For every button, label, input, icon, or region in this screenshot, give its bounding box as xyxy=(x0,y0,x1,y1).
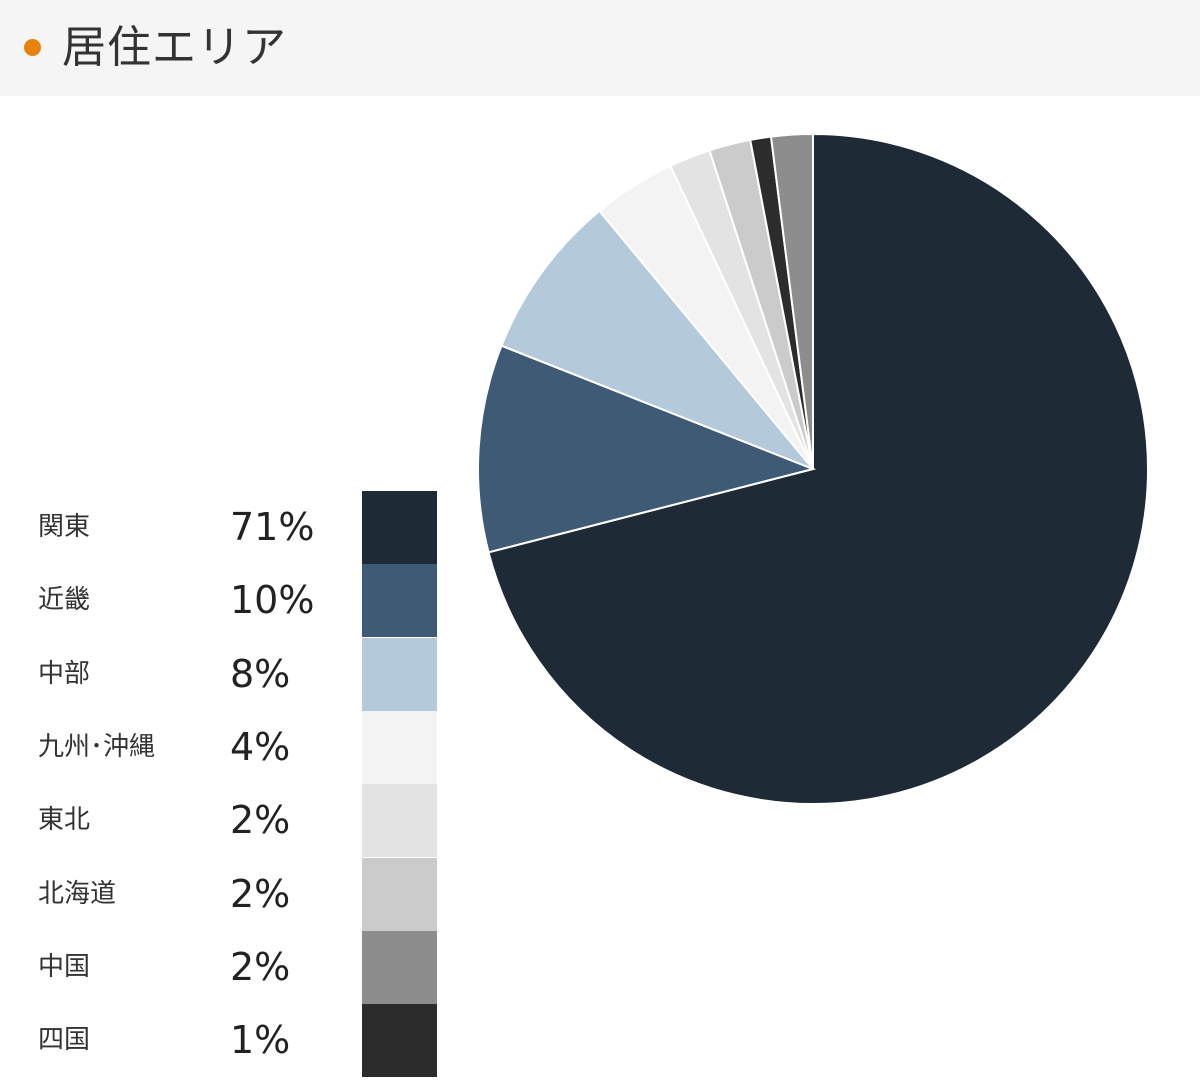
legend-label: 中部 xyxy=(38,658,91,689)
legend-label: 九州･沖縄 xyxy=(38,731,156,762)
legend-swatch xyxy=(362,1004,437,1078)
legend-swatch xyxy=(362,637,437,711)
legend-swatch xyxy=(362,784,437,858)
legend-value: 2% xyxy=(230,798,291,843)
chart-header: 居住エリア xyxy=(0,0,1200,96)
pie-slice-3 xyxy=(500,209,814,470)
legend-label: 四国 xyxy=(38,1025,91,1056)
legend-label: 北海道 xyxy=(38,878,117,909)
legend-swatch xyxy=(362,930,437,1004)
legend-value: 2% xyxy=(230,871,291,916)
legend-value: 4% xyxy=(230,724,291,769)
pie-slice-7 xyxy=(769,132,814,470)
legend-label: 近畿 xyxy=(38,585,91,616)
chart-title: 居住エリア xyxy=(62,22,287,73)
pie-slice-2 xyxy=(477,344,817,554)
legend-value: 1% xyxy=(230,1018,291,1063)
legend-value: 2% xyxy=(230,944,291,989)
legend-label: 関東 xyxy=(38,512,91,542)
legend-swatch xyxy=(362,710,437,784)
bullet-dot-icon xyxy=(24,39,41,56)
legend-swatch xyxy=(362,857,437,931)
legend-swatch xyxy=(362,564,437,638)
legend-label: 東北 xyxy=(38,805,91,836)
legend-swatch xyxy=(362,491,437,564)
legend-value: 10% xyxy=(230,578,315,623)
pie-slice-1 xyxy=(487,132,1149,805)
legend-value: 8% xyxy=(230,651,291,696)
legend-value: 71% xyxy=(230,505,315,549)
legend-label: 中国 xyxy=(38,951,91,982)
